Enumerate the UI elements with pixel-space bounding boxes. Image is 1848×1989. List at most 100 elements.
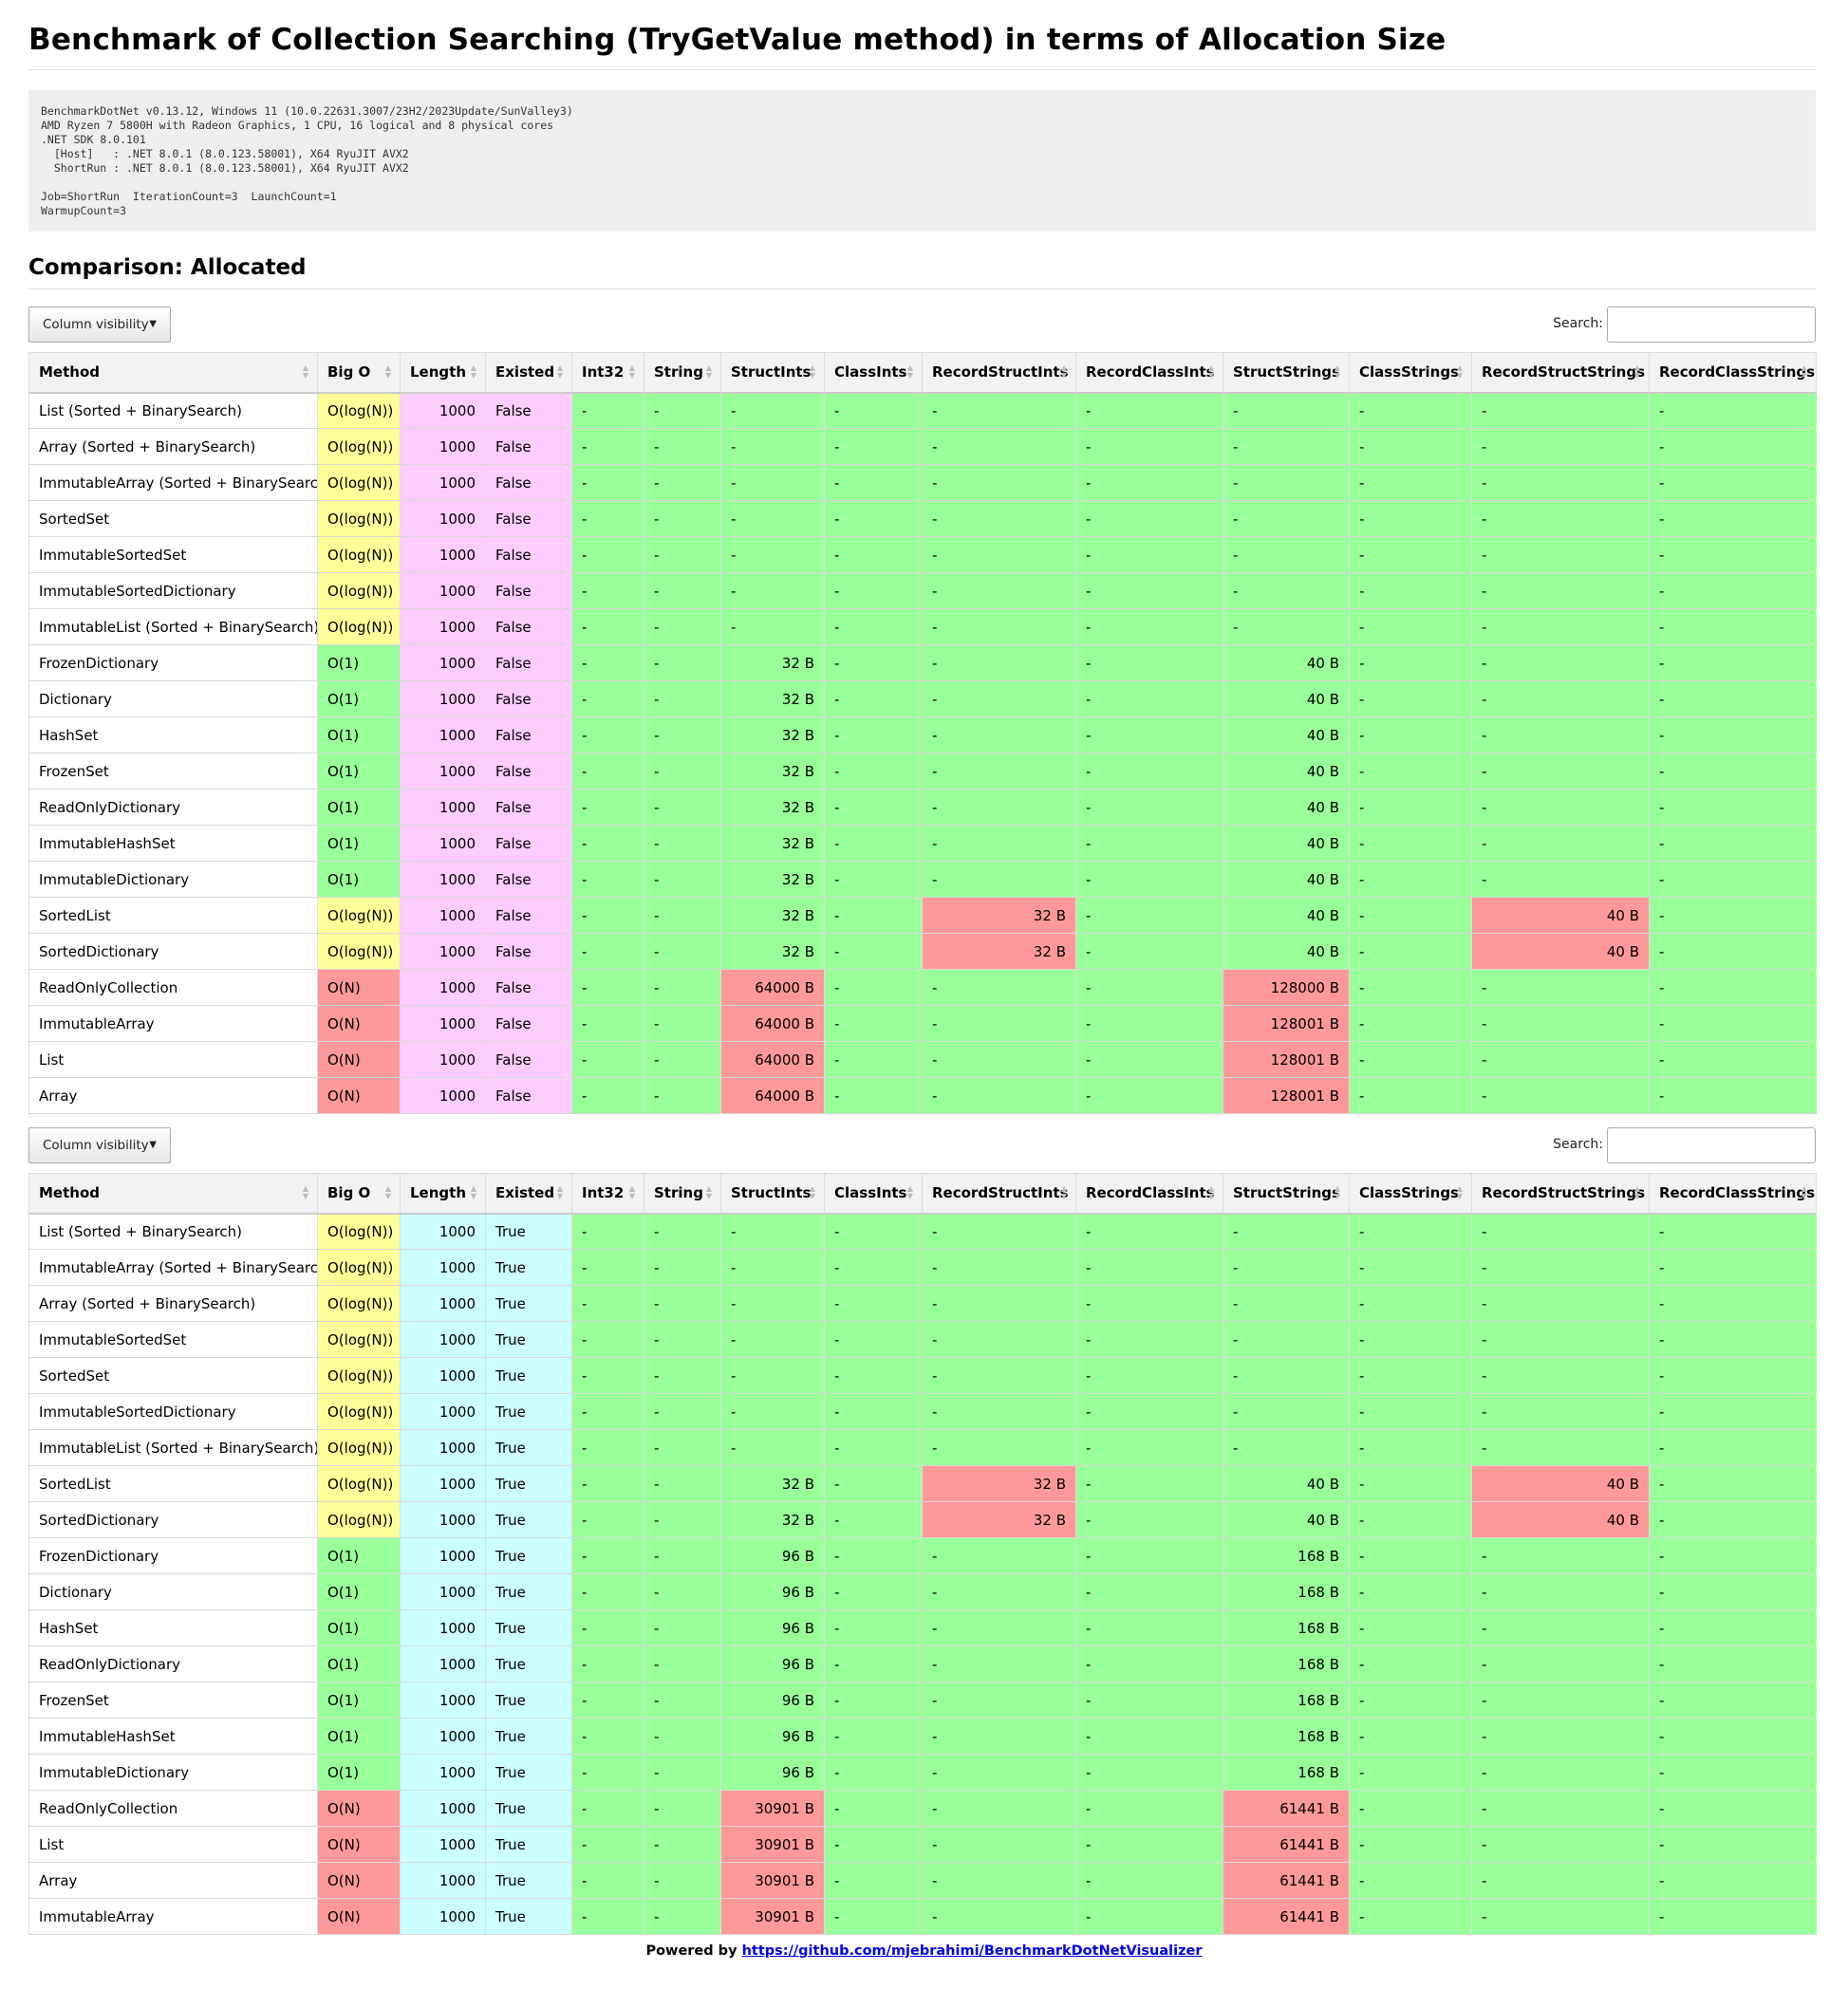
cell-classints: -: [824, 1429, 923, 1466]
sort-icon: ▲ ▼: [1801, 363, 1807, 380]
cell-classstrings: -: [1349, 572, 1472, 609]
cell-recordclassstrings: -: [1649, 1573, 1817, 1610]
cell-string: -: [644, 608, 721, 645]
cell-existed: False: [485, 428, 572, 465]
cell-classints: -: [824, 1465, 923, 1502]
cell-recordstructints: -: [922, 1862, 1076, 1899]
cell-length: 1000: [400, 608, 486, 645]
column-header-string[interactable]: String ▲ ▼: [644, 352, 721, 394]
column-header-recordclassstrings[interactable]: RecordClassStrings ▲ ▼: [1649, 1173, 1817, 1215]
cell-existed: True: [485, 1537, 572, 1574]
search-input[interactable]: [1607, 307, 1816, 343]
column-header-recordstructstrings[interactable]: RecordStructStrings ▲ ▼: [1471, 1173, 1650, 1215]
cell-recordstructstrings: -: [1471, 1862, 1650, 1899]
cell-length: 1000: [400, 1826, 486, 1863]
cell-length: 1000: [400, 1718, 486, 1755]
cell-structints: -: [720, 1213, 825, 1250]
cell-recordstructints: -: [922, 1249, 1076, 1286]
column-header-big-o[interactable]: Big O ▲ ▼: [317, 1173, 401, 1215]
column-header-method[interactable]: Method ▲ ▼: [28, 352, 318, 394]
cell-length: 1000: [400, 464, 486, 501]
cell-recordstructstrings: -: [1471, 1682, 1650, 1719]
cell-length: 1000: [400, 500, 486, 537]
sort-icon: ▲ ▼: [1334, 1184, 1340, 1200]
column-header-recordclassints[interactable]: RecordClassInts ▲ ▼: [1075, 1173, 1223, 1215]
cell-structstrings: -: [1223, 500, 1350, 537]
cell-string: -: [644, 1321, 721, 1358]
cell-bigo: O(log(N)): [317, 933, 401, 970]
cell-structints: -: [720, 1393, 825, 1430]
cell-string: -: [644, 428, 721, 465]
cell-method: ImmutableSortedSet: [28, 1321, 318, 1358]
column-header-recordclassstrings[interactable]: RecordClassStrings ▲ ▼: [1649, 352, 1817, 394]
sort-icon: ▲ ▼: [809, 1184, 815, 1200]
column-header-recordstructstrings[interactable]: RecordStructStrings ▲ ▼: [1471, 352, 1650, 394]
cell-length: 1000: [400, 392, 486, 429]
cell-string: -: [644, 1790, 721, 1827]
column-header-recordstructints[interactable]: RecordStructInts ▲ ▼: [922, 1173, 1076, 1215]
cell-int32: -: [571, 608, 644, 645]
table-row: List (Sorted + BinarySearch) O(log(N)) 100…: [28, 1213, 1817, 1250]
sort-icon: ▲ ▼: [1207, 363, 1214, 380]
column-header-big-o[interactable]: Big O ▲ ▼: [317, 352, 401, 394]
cell-classstrings: -: [1349, 1249, 1472, 1286]
cell-length: 1000: [400, 969, 486, 1006]
benchmark-table: Method ▲ ▼ Big O ▲ ▼ Length ▲ ▼ Existed ▲ ▼ Int32 ▲ ▼ S…: [28, 352, 1817, 1114]
environment-info: BenchmarkDotNet v0.13.12, Windows 11 (10…: [28, 90, 1816, 232]
cell-recordclassstrings: -: [1649, 1321, 1817, 1358]
cell-string: -: [644, 969, 721, 1006]
cell-length: 1000: [400, 572, 486, 609]
column-header-length[interactable]: Length ▲ ▼: [400, 352, 486, 394]
cell-recordclassints: -: [1075, 1826, 1223, 1863]
column-header-structstrings[interactable]: StructStrings ▲ ▼: [1223, 352, 1350, 394]
column-header-classints[interactable]: ClassInts ▲ ▼: [824, 1173, 923, 1215]
column-header-int32[interactable]: Int32 ▲ ▼: [571, 1173, 644, 1215]
cell-structints: 96 B: [720, 1754, 825, 1791]
cell-bigo: O(N): [317, 1041, 401, 1078]
cell-method: ImmutableSortedDictionary: [28, 572, 318, 609]
cell-structints: -: [720, 464, 825, 501]
cell-structints: 30901 B: [720, 1898, 825, 1935]
cell-recordstructstrings: -: [1471, 1537, 1650, 1574]
cell-structints: -: [720, 1285, 825, 1322]
cell-classints: -: [824, 608, 923, 645]
column-header-recordclassints[interactable]: RecordClassInts ▲ ▼: [1075, 352, 1223, 394]
column-header-existed[interactable]: Existed ▲ ▼: [485, 1173, 572, 1215]
cell-existed: True: [485, 1682, 572, 1719]
column-visibility-button[interactable]: Column visibility ▼: [28, 1127, 171, 1163]
search-input[interactable]: [1607, 1127, 1816, 1163]
cell-int32: -: [571, 680, 644, 717]
column-header-length[interactable]: Length ▲ ▼: [400, 1173, 486, 1215]
column-header-string[interactable]: String ▲ ▼: [644, 1173, 721, 1215]
column-header-classstrings[interactable]: ClassStrings ▲ ▼: [1349, 352, 1472, 394]
column-header-recordstructints[interactable]: RecordStructInts ▲ ▼: [922, 352, 1076, 394]
column-header-existed[interactable]: Existed ▲ ▼: [485, 352, 572, 394]
column-visibility-button[interactable]: Column visibility ▼: [28, 307, 171, 343]
cell-bigo: O(log(N)): [317, 392, 401, 429]
cell-recordstructints: 32 B: [922, 897, 1076, 934]
sort-icon: ▲ ▼: [1060, 363, 1067, 380]
cell-classints: -: [824, 680, 923, 717]
column-header-structints[interactable]: StructInts ▲ ▼: [720, 352, 825, 394]
column-header-method[interactable]: Method ▲ ▼: [28, 1173, 318, 1215]
cell-recordstructints: 32 B: [922, 1465, 1076, 1502]
column-header-structstrings[interactable]: StructStrings ▲ ▼: [1223, 1173, 1350, 1215]
cell-structstrings: -: [1223, 1321, 1350, 1358]
cell-classstrings: -: [1349, 1754, 1472, 1791]
cell-method: ImmutableArray (Sorted + BinarySearch): [28, 464, 318, 501]
cell-string: -: [644, 1826, 721, 1863]
cell-recordclassints: -: [1075, 1393, 1223, 1430]
cell-structstrings: 168 B: [1223, 1645, 1350, 1682]
cell-classstrings: -: [1349, 644, 1472, 681]
cell-int32: -: [571, 1077, 644, 1114]
column-header-label: Int32: [582, 1184, 625, 1202]
cell-existed: False: [485, 464, 572, 501]
column-header-structints[interactable]: StructInts ▲ ▼: [720, 1173, 825, 1215]
column-header-classints[interactable]: ClassInts ▲ ▼: [824, 352, 923, 394]
cell-length: 1000: [400, 1501, 486, 1538]
cell-string: -: [644, 680, 721, 717]
column-header-int32[interactable]: Int32 ▲ ▼: [571, 352, 644, 394]
column-header-classstrings[interactable]: ClassStrings ▲ ▼: [1349, 1173, 1472, 1215]
footer-link[interactable]: https://github.com/mjebrahimi/BenchmarkD…: [741, 1943, 1203, 1959]
cell-structstrings: 40 B: [1223, 753, 1350, 790]
